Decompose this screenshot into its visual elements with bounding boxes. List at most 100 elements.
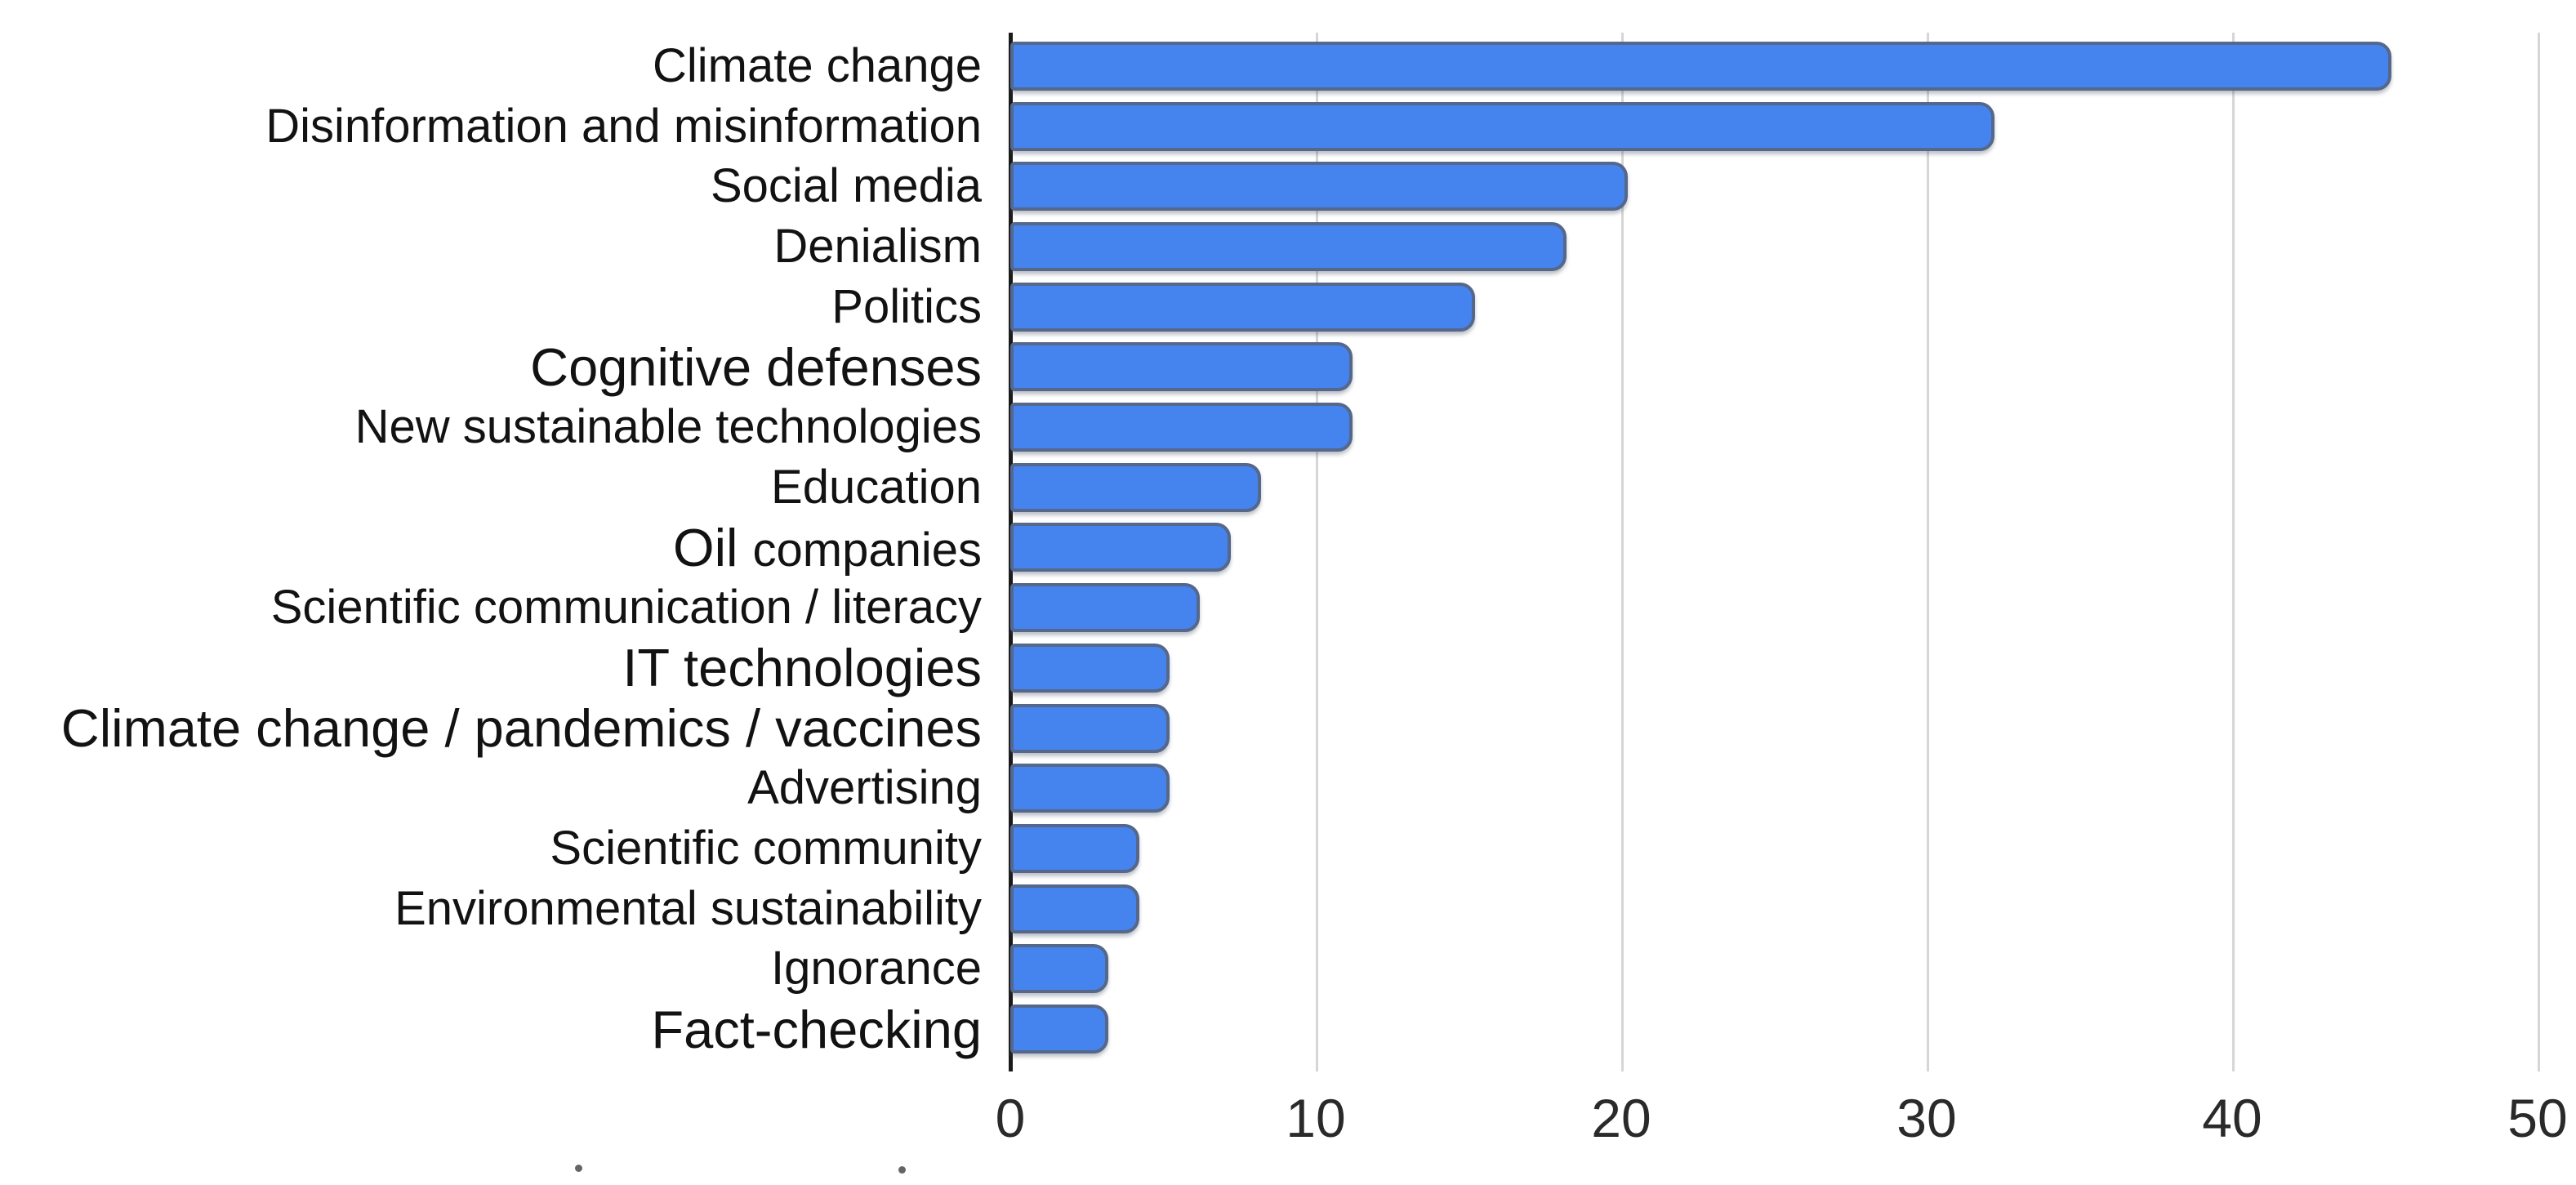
artifact-dot	[575, 1165, 582, 1172]
category-label: Fact-checking	[0, 1003, 982, 1056]
category-label: Cognitive defenses	[0, 341, 982, 394]
chart-row: Climate change	[0, 36, 2576, 96]
x-tick-label: 50	[2507, 1088, 2568, 1148]
category-label: Climate change / pandemics / vaccines	[0, 702, 982, 755]
category-label-text: Scientific community	[550, 821, 982, 875]
bar-social-media	[1010, 162, 1628, 212]
x-tick-label: 0	[995, 1088, 1026, 1148]
bar-track	[982, 457, 2576, 518]
bar-politics	[1010, 282, 1475, 332]
bar-advertising	[1010, 764, 1170, 813]
bar-fact-checking	[1010, 1005, 1109, 1054]
bar-climate-change	[1010, 41, 2391, 91]
category-label: New sustainable technologies	[0, 403, 982, 451]
category-label-text: Social media	[710, 159, 982, 213]
bar-track	[982, 518, 2576, 578]
bar-scientific-communication-literacy	[1010, 583, 1201, 633]
category-label: IT technologies	[0, 641, 982, 694]
gridline-10	[1316, 33, 1318, 1071]
chart-row: Scientific communication / literacy	[0, 577, 2576, 638]
gridline-20	[1621, 33, 1624, 1071]
x-tick-label: 30	[1896, 1088, 1957, 1148]
category-label-text: Denialism	[773, 219, 982, 273]
chart-row: Oil companies	[0, 518, 2576, 578]
bar-track	[982, 638, 2576, 698]
category-label-text: Climate change / pandemics / vaccines	[60, 698, 982, 759]
bar-track	[982, 96, 2576, 157]
x-tick-label: 20	[1591, 1088, 1651, 1148]
bar-track	[982, 337, 2576, 398]
chart-row: Fact-checking	[0, 999, 2576, 1059]
category-label-text: Disinformation and misinformation	[265, 99, 982, 153]
category-label: Environmental sustainability	[0, 881, 982, 935]
chart-row: Advertising	[0, 758, 2576, 818]
bar-education	[1010, 462, 1262, 512]
bar-disinformation-and-misinformation	[1010, 101, 1994, 151]
gridline-50	[2538, 33, 2540, 1071]
category-label-text: Oil	[673, 517, 753, 577]
category-label: Social media	[0, 163, 982, 210]
bar-new-sustainable-technologies	[1010, 403, 1353, 452]
category-label: Scientific communication / literacy	[0, 584, 982, 631]
bar-track	[982, 879, 2576, 939]
category-label-text: Cognitive defenses	[530, 336, 982, 397]
bar-track	[982, 818, 2576, 879]
chart-row: Ignorance	[0, 939, 2576, 1000]
chart-row: Social media	[0, 156, 2576, 216]
category-label-text: Fact-checking	[651, 999, 982, 1059]
bar-track	[982, 758, 2576, 818]
category-label: Education	[0, 460, 982, 514]
bar-track	[982, 939, 2576, 1000]
bar-oil-companies	[1010, 523, 1231, 572]
chart-row: Environmental sustainability	[0, 879, 2576, 939]
bar-track	[982, 577, 2576, 638]
bar-track	[982, 698, 2576, 759]
chart-row: Disinformation and misinformation	[0, 96, 2576, 157]
chart-row: Cognitive defenses	[0, 337, 2576, 398]
category-label-text: IT technologies	[622, 638, 982, 698]
bar-environmental-sustainability	[1010, 884, 1139, 933]
chart-rows: Climate change Disinformation and misinfo…	[0, 36, 2576, 1059]
chart-row: Politics	[0, 277, 2576, 337]
bar-track	[982, 999, 2576, 1059]
chart-row: Denialism	[0, 216, 2576, 277]
bar-track	[982, 277, 2576, 337]
category-label: Denialism	[0, 219, 982, 273]
category-label-text: Ignorance	[771, 942, 982, 996]
x-tick-label: 10	[1286, 1088, 1346, 1148]
category-label-text: Education	[771, 460, 982, 514]
bar-cognitive-defenses	[1010, 342, 1353, 392]
chart-row: IT technologies	[0, 638, 2576, 698]
category-label: Disinformation and misinformation	[0, 99, 982, 153]
category-label-text: Environmental sustainability	[394, 881, 982, 935]
category-label: Scientific community	[0, 821, 982, 875]
category-label-text: companies	[752, 523, 982, 577]
chart-row: New sustainable technologies	[0, 397, 2576, 457]
bar-track	[982, 156, 2576, 216]
bar-climate-change-pandemics-vaccines	[1010, 703, 1170, 753]
artifact-dot	[898, 1166, 906, 1174]
chart-row: Climate change / pandemics / vaccines	[0, 698, 2576, 759]
chart-row: Education	[0, 457, 2576, 518]
category-label-text: Advertising	[747, 761, 982, 815]
category-label: Climate change	[0, 42, 982, 90]
gridline-40	[2232, 33, 2235, 1071]
category-label-text: New sustainable technologies	[354, 400, 982, 454]
bar-track	[982, 36, 2576, 96]
bar-scientific-community	[1010, 823, 1139, 873]
bar-track	[982, 216, 2576, 277]
x-tick-label: 40	[2202, 1088, 2262, 1148]
category-label-text: Climate change	[653, 38, 982, 92]
category-label: Politics	[0, 283, 982, 331]
category-label: Advertising	[0, 764, 982, 812]
category-label: Oil companies	[0, 521, 982, 574]
gridline-30	[1927, 33, 1929, 1071]
category-label-text: Politics	[831, 279, 982, 333]
category-label: Ignorance	[0, 945, 982, 992]
chart-row: Scientific community	[0, 818, 2576, 879]
bar-ignorance	[1010, 944, 1109, 994]
bar-track	[982, 397, 2576, 457]
category-label-text: Scientific communication / literacy	[270, 581, 982, 635]
bar-denialism	[1010, 221, 1567, 271]
